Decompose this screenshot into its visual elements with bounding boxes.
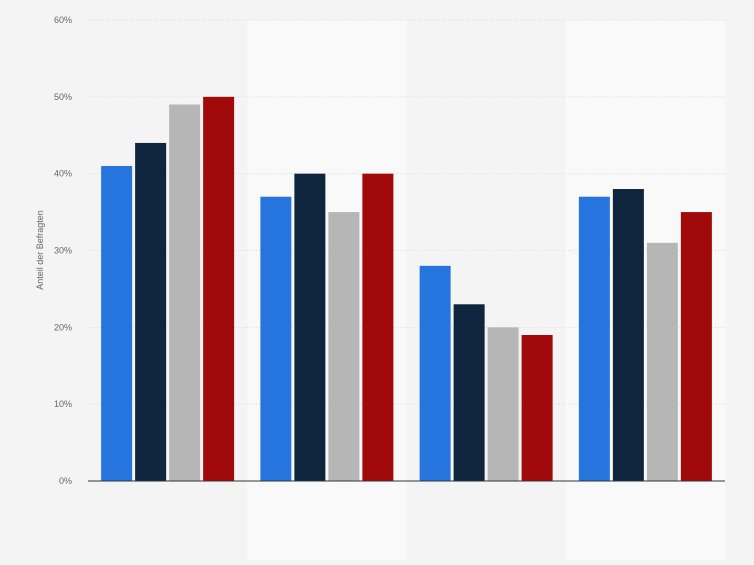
y-axis-label: Anteil der Befragten [35,210,45,290]
y-tick-label: 0% [59,476,72,486]
gridlines [88,19,725,405]
y-tick-label: 30% [54,246,72,256]
y-tick-label: 20% [54,322,72,332]
bar[interactable] [680,212,712,482]
bars [101,96,712,482]
bar[interactable] [487,327,519,481]
bar[interactable] [135,142,167,481]
bar[interactable] [521,335,553,481]
bar[interactable] [169,104,201,482]
bar[interactable] [419,265,451,481]
y-tick-label: 50% [54,92,72,102]
bar[interactable] [328,212,360,482]
bar[interactable] [203,96,235,481]
bar[interactable] [646,242,678,481]
bar[interactable] [578,196,610,481]
y-tick-label: 10% [54,399,72,409]
bar[interactable] [453,304,485,481]
bar[interactable] [362,173,394,481]
y-axis-ticks: 0% 10% 20% 30% 40% 50% 60% [54,15,72,486]
bar[interactable] [260,196,292,481]
bar[interactable] [294,173,326,481]
y-tick-label: 40% [54,169,72,179]
bar[interactable] [101,165,133,481]
bar[interactable] [612,189,644,482]
y-tick-label: 60% [54,15,72,25]
